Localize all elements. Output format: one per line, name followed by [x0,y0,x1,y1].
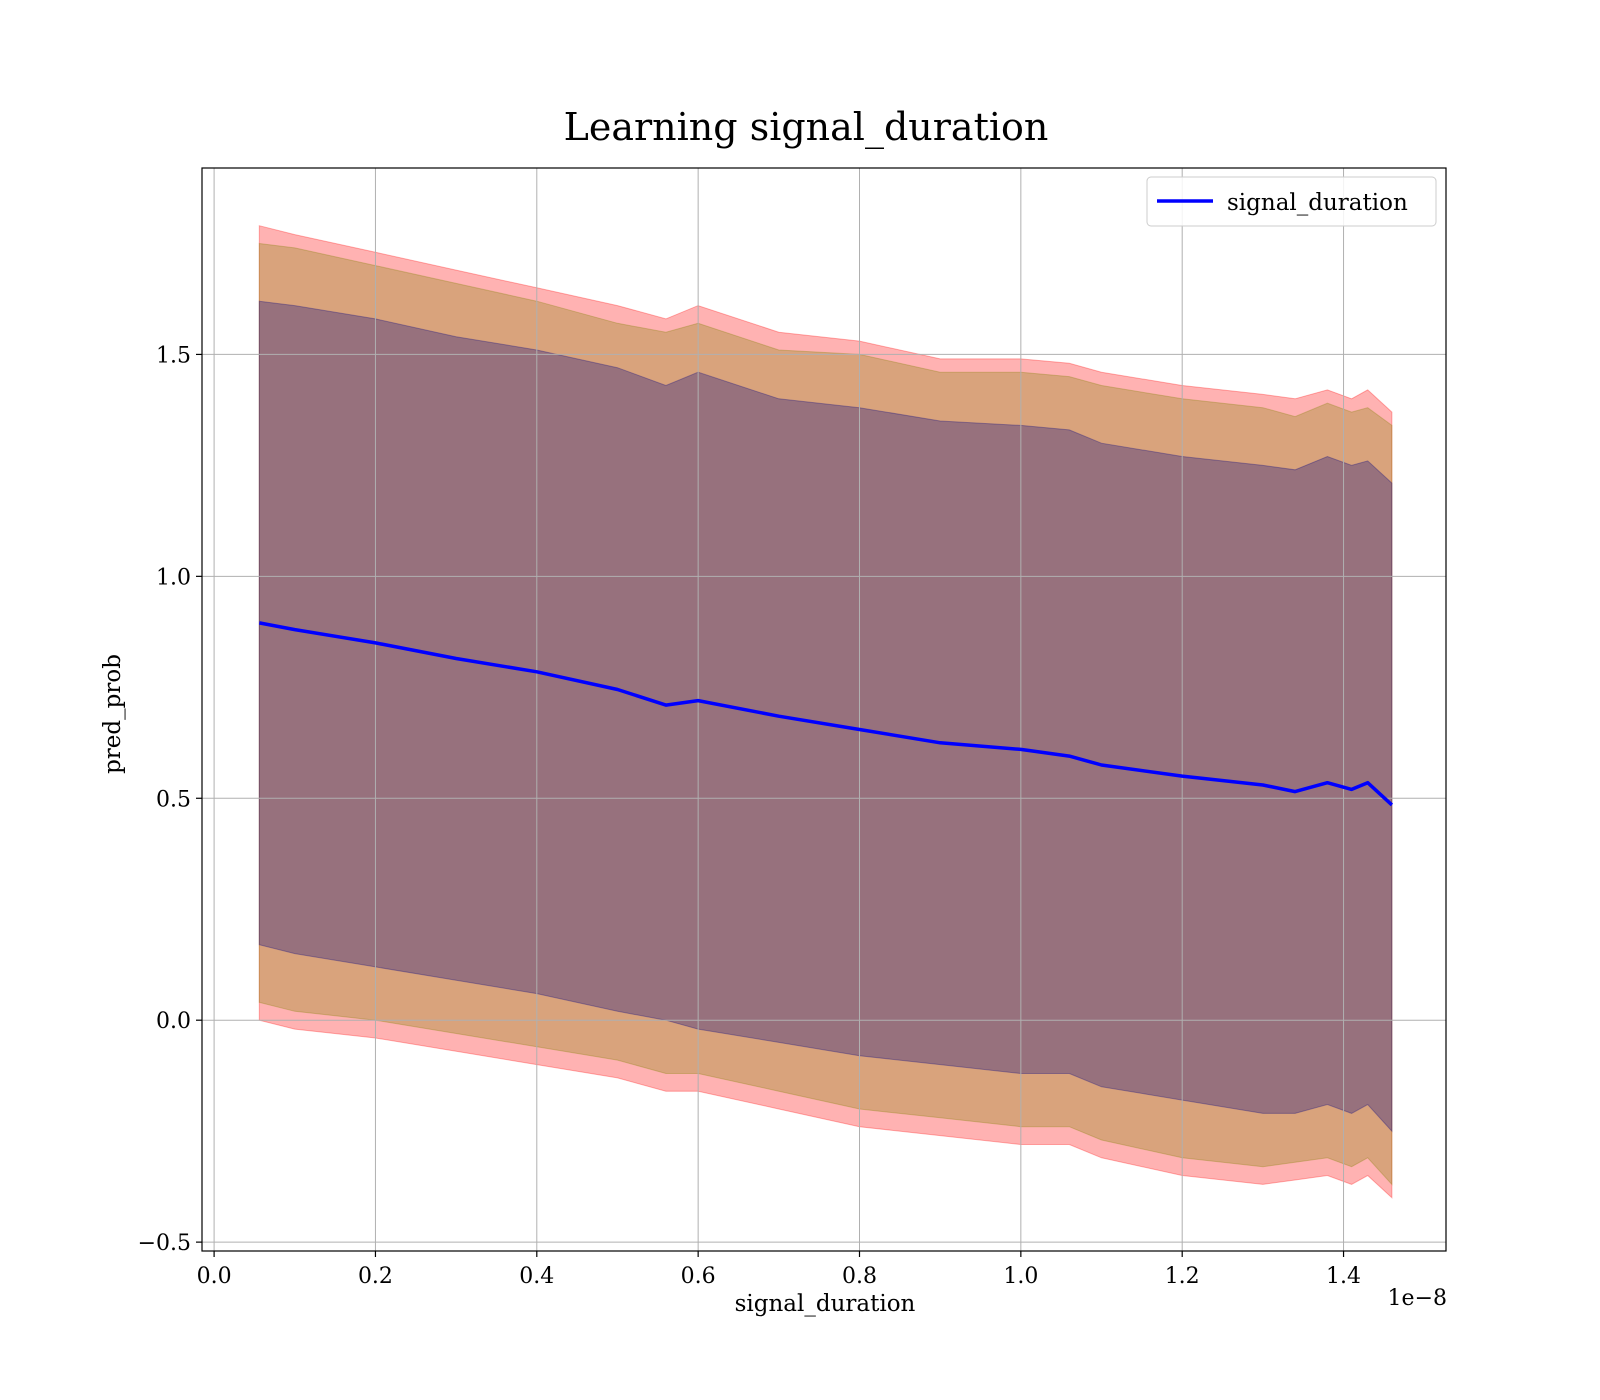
x-tick-label-6: 1.2 [1165,1264,1200,1289]
chart-title: Learning signal_duration [564,105,1049,150]
grid-lines [202,168,1446,1251]
x-tick-label-5: 1.0 [1003,1264,1038,1289]
legend-entry-label: signal_duration [1227,190,1408,216]
y-tick-label-3: 1.0 [156,565,191,590]
series-line-1 [258,621,1394,807]
x-axis-label: signal_duration [735,1291,916,1317]
x-tick-label-7: 1.4 [1326,1264,1361,1289]
y-tick-label-1: 0.0 [156,1009,191,1034]
x-axis-ticks: 0.0 0.2 0.4 0.6 0.8 1.0 1.2 1.4 [197,1251,1361,1289]
legend-frame [1146,176,1437,227]
plot-frame [201,167,1447,1252]
y-axis-ticks: −0.5 0.0 0.5 1.0 1.5 [138,343,202,1256]
x-tick-label-3: 0.6 [681,1264,716,1289]
x-tick-label-2: 0.4 [519,1264,554,1289]
y-tick-label-0: −0.5 [138,1231,191,1256]
x-tick-label-4: 0.8 [842,1264,877,1289]
y-tick-label-4: 1.5 [156,343,191,368]
x-axis-offset-label: 1e−8 [1388,1286,1447,1311]
legend: signal_duration [1146,176,1437,227]
series-lines [258,621,1394,807]
x-tick-label-1: 0.2 [358,1264,393,1289]
confidence-bands [258,225,1393,1199]
y-axis-label: pred_prob [100,654,126,774]
y-tick-label-2: 0.5 [156,787,191,812]
x-tick-label-0: 0.0 [197,1264,232,1289]
